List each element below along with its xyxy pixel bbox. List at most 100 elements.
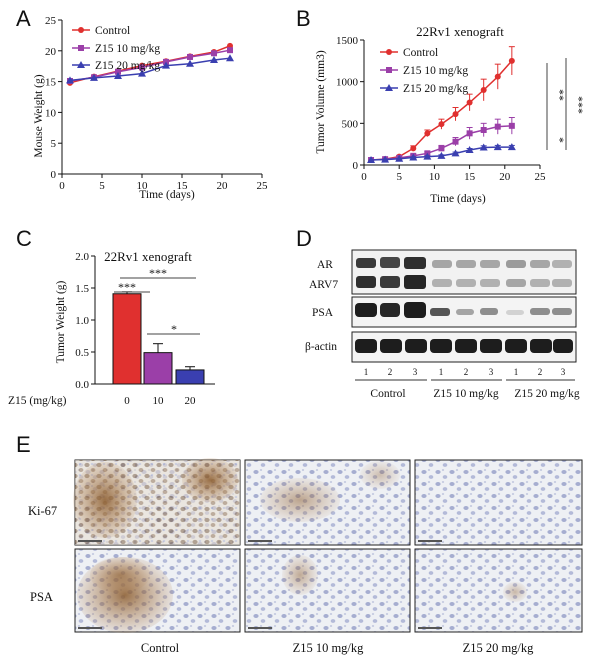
legend-b-control-marker xyxy=(386,49,392,55)
y-tick-label: 5 xyxy=(51,138,57,150)
ihc-stain-cluster xyxy=(260,478,340,522)
wb-band xyxy=(430,339,452,353)
legend-control-label: Control xyxy=(95,25,130,37)
wb-band xyxy=(506,310,524,315)
ihc-column-label-z15-20: Z15 20 mg/kg xyxy=(463,641,535,655)
scale-bar xyxy=(418,540,442,542)
lane-number: 1 xyxy=(364,367,369,377)
bar-z15-10 xyxy=(143,352,173,385)
scale-bar xyxy=(78,627,102,629)
data-point-z15-20 xyxy=(114,72,122,80)
data-point-z15-10 xyxy=(508,122,515,129)
wb-group-control: Control xyxy=(370,388,405,400)
y-tick-label: 500 xyxy=(342,118,359,130)
ihc-tissue-background xyxy=(244,548,411,633)
data-point-z15-20 xyxy=(465,146,474,153)
wb-band xyxy=(380,303,400,317)
data-point-z15-10 xyxy=(227,47,233,54)
sig-b-10-vs-20: * xyxy=(553,137,567,143)
lane-number: 2 xyxy=(538,367,543,377)
y-tick-label: 0.5 xyxy=(75,347,89,359)
panel-c-ylabel: Tumor Weight (g) xyxy=(55,280,67,363)
wb-band xyxy=(530,260,550,268)
y-tick-label: 25 xyxy=(45,15,57,27)
panel-letter-c: C xyxy=(16,226,32,251)
data-point-z15-20 xyxy=(186,59,194,67)
y-tick-label: 0.0 xyxy=(75,379,89,391)
x-tick-label: 10 xyxy=(137,180,149,192)
x-tick-label: 5 xyxy=(99,180,105,192)
wb-band xyxy=(405,339,427,353)
ihc-row-label-ki67: Ki-67 xyxy=(28,504,57,518)
wb-band xyxy=(356,276,376,288)
legend-z15-20-label: Z15 20 mg/kg xyxy=(95,60,160,72)
ihc-stain-cluster xyxy=(73,462,137,538)
wb-band xyxy=(380,339,402,353)
data-point-z15-20 xyxy=(423,152,432,160)
ihc-stain-cluster xyxy=(182,458,238,502)
wb-band xyxy=(480,279,500,287)
data-point-z15-10 xyxy=(115,68,121,75)
panel-e: E Ki-67 PSA xyxy=(16,432,583,655)
panel-b-significance: ** *** * xyxy=(546,58,586,150)
data-point-z15-20 xyxy=(395,154,404,162)
y-tick-label: 15 xyxy=(45,77,57,89)
y-tick-label: 20 xyxy=(45,46,57,58)
data-point-control xyxy=(466,99,473,106)
x-tick-label: 0 xyxy=(124,395,130,407)
data-point-control xyxy=(452,111,459,118)
wb-band xyxy=(404,257,426,269)
data-point-z15-20 xyxy=(138,69,146,77)
data-point-z15-20 xyxy=(479,143,488,151)
wb-label-psa: PSA xyxy=(312,307,334,319)
x-tick-label: 25 xyxy=(535,171,547,183)
lane-number: 1 xyxy=(439,367,444,377)
scale-bar xyxy=(248,627,272,629)
data-point-z15-20 xyxy=(381,155,390,163)
wb-blot-beta-actin xyxy=(351,331,577,363)
sig-b-control-vs-20: *** xyxy=(572,96,586,114)
ihc-image-ki67-z15-10 xyxy=(244,459,411,546)
wb-band xyxy=(456,279,476,287)
y-tick-label: 2.0 xyxy=(75,251,89,263)
lane-number: 3 xyxy=(489,367,494,377)
wb-band xyxy=(530,279,550,287)
x-tick-label: 20 xyxy=(185,395,197,407)
wb-band xyxy=(480,308,498,315)
legend-b-z15-20-label: Z15 20 mg/kg xyxy=(403,83,468,95)
wb-band xyxy=(506,260,526,268)
panel-letter-e: E xyxy=(16,432,31,457)
x-tick-label: 10 xyxy=(429,171,441,183)
x-tick-label: 15 xyxy=(177,180,189,192)
data-point-z15-20 xyxy=(90,73,98,81)
wb-band xyxy=(456,309,474,315)
wb-band xyxy=(552,260,572,268)
lane-number: 3 xyxy=(413,367,418,377)
wb-band xyxy=(355,303,377,317)
ihc-column-label-control: Control xyxy=(141,641,180,655)
ihc-stain-cluster xyxy=(503,582,527,602)
ihc-image-ki67-control xyxy=(73,458,241,546)
sig-c-10-vs-20: * xyxy=(171,322,177,336)
data-point-z15-20 xyxy=(437,151,446,159)
wb-label-ar: AR xyxy=(317,259,333,271)
data-point-control xyxy=(410,145,417,152)
panel-c-xlabel: Z15 (mg/kg) xyxy=(8,395,67,407)
y-tick-label: 1.5 xyxy=(75,283,89,295)
wb-band xyxy=(480,260,500,268)
wb-label-beta-actin: β-actin xyxy=(305,341,337,353)
ihc-tissue-background xyxy=(414,548,583,633)
x-tick-label: 25 xyxy=(257,180,269,192)
ihc-tissue-background xyxy=(414,459,583,546)
x-tick-label: 20 xyxy=(499,171,511,183)
data-point-z15-20 xyxy=(162,61,170,69)
panel-a-xlabel: Time (days) xyxy=(139,189,195,201)
panel-letter-d: D xyxy=(296,226,312,251)
legend-b-z15-20-marker xyxy=(385,84,393,91)
legend-z15-20-marker xyxy=(77,61,85,68)
data-point-z15-20 xyxy=(226,54,234,62)
y-tick-label: 1.0 xyxy=(75,315,89,327)
ihc-image-psa-z15-10 xyxy=(244,548,411,633)
y-tick-label: 10 xyxy=(45,107,57,119)
x-tick-label: 5 xyxy=(396,171,402,183)
